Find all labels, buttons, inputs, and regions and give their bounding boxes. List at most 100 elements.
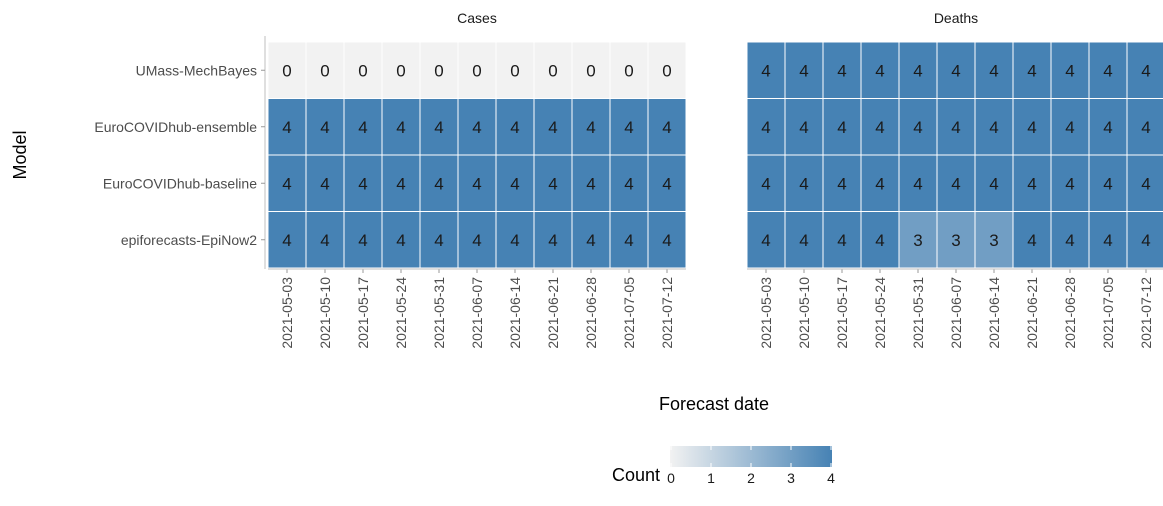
cell-value-label: 4: [586, 118, 595, 137]
cell-value-label: 4: [548, 118, 557, 137]
x-tick-label: 2021-07-12: [1138, 277, 1154, 349]
cell-value-label: 4: [282, 231, 291, 250]
heatmap-cell: [305, 211, 345, 269]
x-tick-label: 2021-05-10: [317, 277, 333, 349]
cell-value-label: 0: [358, 61, 367, 80]
cell-value-label: 4: [1027, 231, 1036, 250]
cell-value-label: 4: [799, 174, 808, 193]
heatmap-cell: [647, 98, 687, 156]
heatmap-cell: [267, 211, 307, 269]
heatmap-cell: [457, 41, 497, 99]
cell-value-label: 0: [282, 61, 291, 80]
cell-value-label: 4: [989, 61, 998, 80]
cell-value-label: 0: [662, 61, 671, 80]
heatmap-cell: [457, 211, 497, 269]
heatmap-cell: [746, 154, 786, 212]
cell-value-label: 4: [396, 174, 405, 193]
heatmap-cell: [822, 98, 862, 156]
heatmap-cell: [609, 98, 649, 156]
cell-value-label: 4: [624, 174, 633, 193]
x-tick-label: 2021-05-17: [834, 277, 850, 349]
cell-value-label: 0: [320, 61, 329, 80]
heatmap-cell: [457, 98, 497, 156]
cell-value-label: 4: [510, 174, 519, 193]
heatmap-cell: [609, 211, 649, 269]
y-tick-label: EuroCOVIDhub-baseline: [103, 175, 257, 191]
x-tick-label: 2021-06-14: [507, 277, 523, 349]
heatmap-cell: [571, 154, 611, 212]
cell-value-label: 4: [989, 118, 998, 137]
cell-value-label: 4: [1141, 231, 1150, 250]
heatmap-cell: [1126, 98, 1163, 156]
cell-value-label: 4: [662, 118, 671, 137]
heatmap-cell: [647, 41, 687, 99]
cell-value-label: 4: [282, 174, 291, 193]
cell-value-label: 4: [396, 231, 405, 250]
cell-value-label: 4: [358, 174, 367, 193]
cell-value-label: 4: [875, 61, 884, 80]
cell-value-label: 4: [913, 174, 922, 193]
cell-value-label: 4: [510, 231, 519, 250]
x-tick-label: 2021-05-03: [279, 277, 295, 349]
heatmap-cell: [609, 41, 649, 99]
cell-value-label: 4: [586, 174, 595, 193]
cell-value-label: 0: [624, 61, 633, 80]
cell-value-label: 4: [1065, 231, 1074, 250]
y-tick-label: EuroCOVIDhub-ensemble: [94, 119, 257, 135]
heatmap-cell: [495, 211, 535, 269]
cell-value-label: 4: [472, 231, 481, 250]
legend-tick-label: 0: [667, 470, 675, 486]
cell-value-label: 4: [761, 118, 770, 137]
cell-value-label: 4: [951, 61, 960, 80]
heatmap-cell: [822, 154, 862, 212]
cell-value-label: 4: [913, 61, 922, 80]
cell-value-label: 4: [1103, 174, 1112, 193]
x-tick-label: 2021-05-31: [910, 277, 926, 349]
heatmap-cell: [457, 154, 497, 212]
x-tick-label: 2021-06-21: [1024, 277, 1040, 349]
cell-value-label: 4: [1141, 61, 1150, 80]
cell-value-label: 4: [1103, 231, 1112, 250]
x-tick-label: 2021-07-05: [1100, 277, 1116, 349]
x-tick-label: 2021-06-14: [986, 277, 1002, 349]
legend-tick-label: 2: [747, 470, 755, 486]
cell-value-label: 4: [1103, 118, 1112, 137]
cell-value-label: 4: [837, 231, 846, 250]
legend-tick-label: 1: [707, 470, 715, 486]
cell-value-label: 3: [951, 231, 960, 250]
cell-value-label: 4: [510, 118, 519, 137]
heatmap-cell: [974, 98, 1014, 156]
heatmap-cell: [267, 154, 307, 212]
cell-value-label: 4: [875, 231, 884, 250]
cell-value-label: 4: [472, 174, 481, 193]
heatmap-cell: [343, 211, 383, 269]
cell-value-label: 4: [282, 118, 291, 137]
heatmap-cell: [571, 98, 611, 156]
cell-value-label: 4: [1027, 61, 1036, 80]
cell-value-label: 4: [434, 174, 443, 193]
heatmap-cell: [860, 154, 900, 212]
cell-value-label: 4: [913, 118, 922, 137]
cell-value-label: 4: [624, 118, 633, 137]
x-tick-label: 2021-06-07: [948, 277, 964, 349]
heatmap-cell: [343, 98, 383, 156]
cell-value-label: 4: [761, 61, 770, 80]
heatmap-cell: [898, 98, 938, 156]
x-tick-label: 2021-05-31: [431, 277, 447, 349]
panel-title-cases: Cases: [457, 10, 497, 26]
heatmap-cell: [533, 211, 573, 269]
heatmap-cell: [495, 98, 535, 156]
cell-value-label: 4: [761, 174, 770, 193]
cell-value-label: 4: [1027, 118, 1036, 137]
cell-value-label: 4: [1027, 174, 1036, 193]
legend-tick-label: 4: [827, 470, 835, 486]
heatmap-cell: [746, 98, 786, 156]
cell-value-label: 4: [761, 231, 770, 250]
x-tick-label: 2021-05-17: [355, 277, 371, 349]
heatmap-cell: [1088, 211, 1128, 269]
heatmap-cell: [533, 41, 573, 99]
cell-value-label: 4: [472, 118, 481, 137]
heatmap-cell: [936, 98, 976, 156]
x-tick-label: 2021-06-07: [469, 277, 485, 349]
heatmap-cell: [974, 154, 1014, 212]
